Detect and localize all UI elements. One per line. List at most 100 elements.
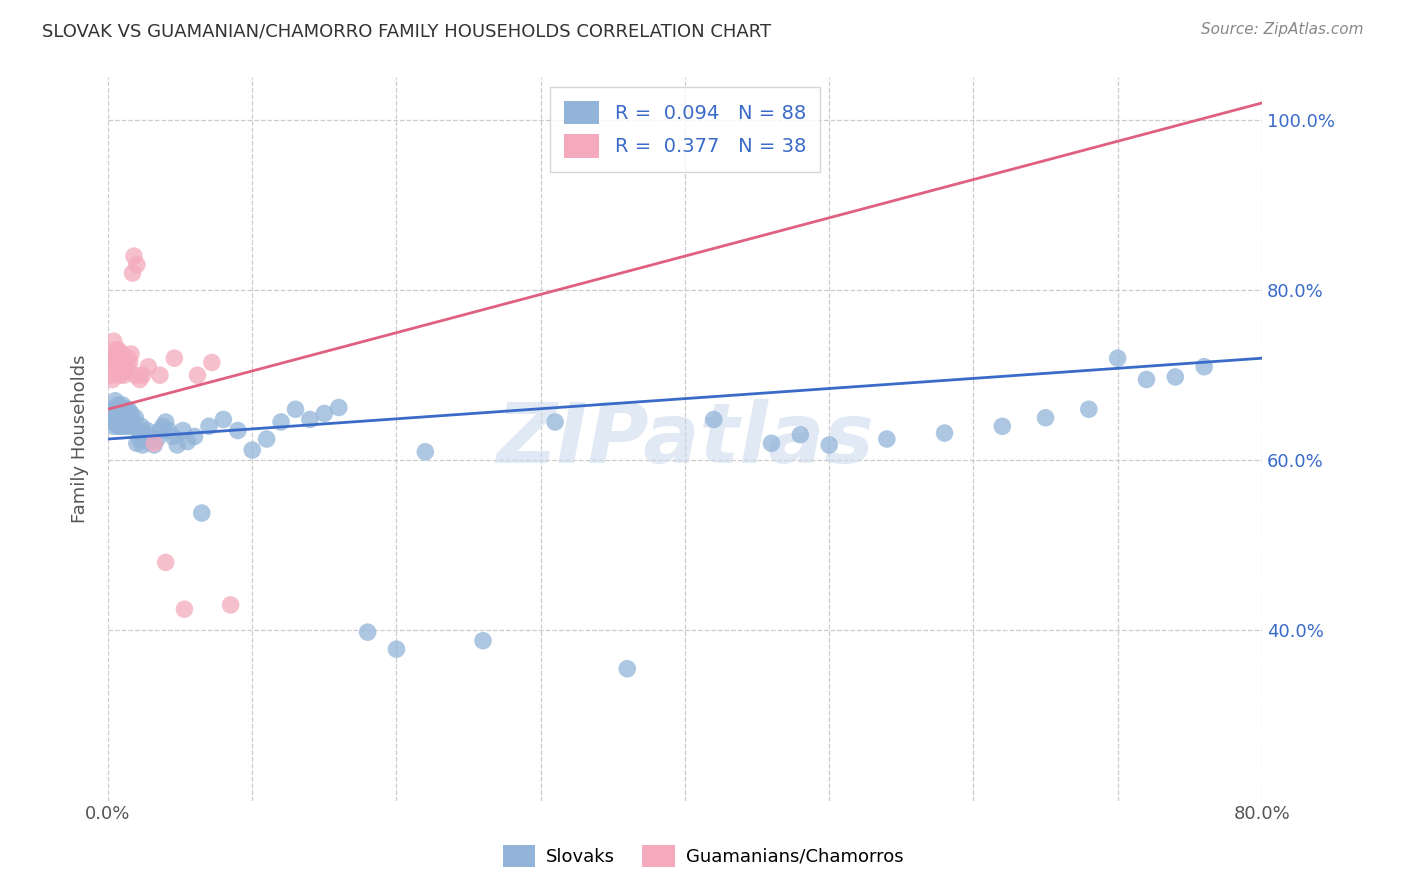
Point	[111, 355, 134, 369]
Point	[141, 429, 163, 443]
Point	[124, 410, 146, 425]
Point	[101, 415, 124, 429]
Point	[120, 347, 142, 361]
Point	[176, 434, 198, 449]
Point	[413, 444, 436, 458]
Point	[127, 424, 149, 438]
Point	[219, 598, 242, 612]
Point	[112, 410, 135, 425]
Point	[108, 415, 131, 429]
Point	[104, 410, 127, 425]
Point	[703, 412, 725, 426]
Point	[117, 351, 139, 366]
Point	[155, 555, 177, 569]
Point	[111, 398, 134, 412]
Point	[117, 419, 139, 434]
Point	[101, 402, 124, 417]
Point	[818, 438, 841, 452]
Point	[1164, 370, 1187, 384]
Y-axis label: Family Households: Family Households	[72, 355, 89, 524]
Point	[105, 343, 128, 357]
Point	[107, 398, 129, 412]
Point	[112, 415, 135, 429]
Point	[100, 368, 122, 383]
Point	[876, 432, 898, 446]
Point	[138, 434, 160, 449]
Text: Source: ZipAtlas.com: Source: ZipAtlas.com	[1201, 22, 1364, 37]
Point	[117, 402, 139, 417]
Point	[314, 407, 336, 421]
Point	[172, 424, 194, 438]
Point	[129, 419, 152, 434]
Point	[103, 407, 125, 421]
Point	[166, 438, 188, 452]
Point	[616, 662, 638, 676]
Point	[125, 436, 148, 450]
Point	[110, 407, 132, 421]
Point	[991, 419, 1014, 434]
Point	[544, 415, 567, 429]
Text: ZIPatlas: ZIPatlas	[496, 399, 875, 480]
Point	[110, 351, 132, 366]
Point	[183, 429, 205, 443]
Point	[240, 443, 263, 458]
Point	[100, 410, 122, 425]
Point	[190, 506, 212, 520]
Point	[155, 415, 177, 429]
Point	[934, 426, 956, 441]
Point	[107, 343, 129, 357]
Point	[1035, 410, 1057, 425]
Point	[122, 249, 145, 263]
Point	[201, 355, 224, 369]
Legend: Slovaks, Guamanians/Chamorros: Slovaks, Guamanians/Chamorros	[495, 838, 911, 874]
Point	[111, 419, 134, 434]
Point	[105, 402, 128, 417]
Point	[101, 351, 124, 366]
Point	[112, 368, 135, 383]
Point	[1077, 402, 1099, 417]
Point	[120, 407, 142, 421]
Point	[284, 402, 307, 417]
Point	[105, 355, 128, 369]
Point	[111, 410, 134, 425]
Point	[111, 402, 134, 417]
Point	[121, 266, 143, 280]
Point	[103, 359, 125, 374]
Point	[105, 407, 128, 421]
Point	[128, 432, 150, 446]
Point	[385, 642, 408, 657]
Point	[104, 402, 127, 417]
Point	[101, 372, 124, 386]
Point	[136, 424, 159, 438]
Point	[124, 368, 146, 383]
Point	[121, 419, 143, 434]
Point	[118, 410, 141, 425]
Point	[270, 415, 292, 429]
Point	[114, 402, 136, 417]
Point	[105, 415, 128, 429]
Point	[104, 393, 127, 408]
Point	[789, 427, 811, 442]
Point	[104, 347, 127, 361]
Point	[125, 258, 148, 272]
Point	[108, 402, 131, 417]
Point	[132, 426, 155, 441]
Point	[104, 351, 127, 366]
Point	[118, 355, 141, 369]
Point	[152, 419, 174, 434]
Point	[198, 419, 221, 434]
Point	[111, 347, 134, 361]
Point	[110, 359, 132, 374]
Point	[157, 424, 180, 438]
Point	[108, 364, 131, 378]
Point	[1135, 372, 1157, 386]
Point	[149, 368, 172, 383]
Point	[162, 429, 184, 443]
Point	[212, 412, 235, 426]
Point	[1107, 351, 1129, 366]
Point	[115, 359, 138, 374]
Point	[108, 407, 131, 421]
Point	[173, 602, 195, 616]
Point	[143, 438, 166, 452]
Point	[163, 351, 186, 366]
